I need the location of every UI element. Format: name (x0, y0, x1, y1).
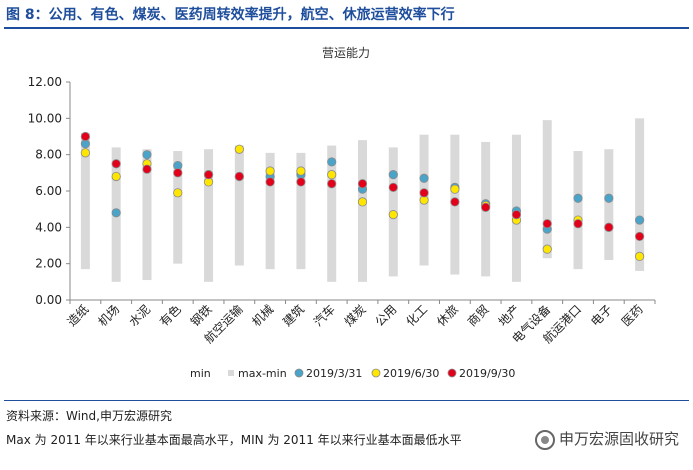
x-tick-label: 地产 (496, 302, 523, 329)
y-tick-label: 0.00 (35, 293, 62, 307)
point-2019-9-30 (203, 170, 214, 180)
point-2019-6-30 (327, 170, 337, 180)
legend-label: max-min (238, 367, 287, 380)
point-2019-3-31 (635, 215, 645, 225)
point-2019-3-31 (327, 157, 337, 167)
range-bar (542, 120, 552, 259)
point-2019-6-30 (542, 244, 552, 254)
point-2019-6-30 (450, 184, 460, 194)
range-bar (296, 152, 306, 270)
legend-label: 2019/6/30 (383, 367, 439, 380)
point-2019-9-30 (80, 131, 90, 142)
point-2019-6-30 (265, 166, 275, 176)
x-tick-label: 机械 (249, 302, 277, 330)
range-bar (204, 149, 214, 282)
watermark-text: 申万宏源固收研究 (558, 430, 679, 448)
x-tick-label: 机场 (95, 302, 122, 329)
point-2019-3-31 (142, 150, 152, 160)
range-bar (173, 151, 183, 264)
x-tick-label: 商贸 (464, 302, 492, 330)
point-2019-9-30 (142, 164, 152, 174)
y-tick-label: 10.00 (28, 111, 62, 125)
y-tick-label: 12.00 (28, 75, 62, 89)
legend-label: 2019/9/30 (459, 367, 515, 380)
point-2019-9-30 (357, 179, 368, 189)
wechat-logo-icon (534, 429, 555, 450)
x-tick-label: 煤炭 (342, 302, 369, 329)
y-tick-label: 2.00 (35, 257, 62, 271)
x-tick-label: 建筑 (279, 302, 307, 330)
point-2019-6-30 (234, 144, 244, 154)
range-bar (234, 145, 244, 266)
figure-title: 图 8：公用、有色、煤炭、医药周转效率提升，航空、休旅运营效率下行 (6, 7, 455, 23)
point-2019-3-31 (573, 193, 583, 203)
x-tick-label: 公用 (373, 302, 400, 329)
watermark: 申万宏源固收研究 (530, 426, 683, 452)
point-2019-3-31 (388, 170, 398, 180)
point-2019-6-30 (173, 188, 183, 198)
legend-swatch (228, 370, 234, 376)
range-bar (573, 151, 583, 270)
point-2019-9-30 (265, 177, 275, 187)
footer-divider (4, 400, 689, 401)
x-tick-label: 汽车 (310, 302, 338, 330)
point-2019-6-30 (635, 251, 645, 261)
point-2019-9-30 (234, 171, 244, 182)
range-bar (142, 149, 152, 281)
point-2019-9-30 (111, 159, 121, 169)
point-2019-6-30 (357, 197, 368, 207)
range-bar (327, 145, 337, 282)
legend-label: 2019/3/31 (306, 367, 362, 380)
point-2019-9-30 (419, 188, 429, 198)
legend: min max-min 2019/3/31 2019/6/30 2019/9/30 (190, 367, 515, 380)
x-tick-label: 化工 (403, 302, 430, 329)
point-2019-9-30 (573, 219, 583, 229)
x-tick-label: 医药 (619, 302, 646, 329)
range-bar (604, 149, 614, 261)
point-2019-9-30 (388, 182, 398, 192)
y-tick-label: 8.00 (35, 148, 62, 162)
point-2019-9-30 (296, 177, 306, 187)
legend-marker (447, 368, 457, 378)
point-2019-9-30 (542, 219, 552, 229)
y-axis: 0.00 2.00 4.00 6.00 8.00 10.00 12.00 (28, 75, 71, 307)
point-2019-6-30 (80, 148, 90, 158)
point-2019-3-31 (604, 193, 614, 203)
title-divider (4, 27, 689, 29)
point-2019-6-30 (111, 171, 121, 182)
y-tick-label: 6.00 (35, 184, 62, 198)
legend-label: min (190, 367, 211, 380)
point-2019-9-30 (327, 179, 337, 189)
x-tick-label: 电子 (588, 302, 615, 329)
x-tick-label: 水泥 (126, 302, 153, 329)
range-bar (358, 140, 367, 282)
x-tick-label: 休旅 (434, 302, 461, 329)
x-tick-label: 造纸 (65, 302, 92, 329)
point-2019-9-30 (604, 222, 614, 232)
point-2019-3-31 (111, 208, 121, 218)
point-2019-6-30 (388, 210, 398, 220)
point-2019-9-30 (635, 231, 645, 242)
range-bar (265, 152, 275, 270)
source-note: 资料来源：Wind,申万宏源研究 (6, 409, 172, 423)
point-2019-9-30 (450, 197, 460, 207)
markers-layer (80, 131, 645, 261)
range-bar (635, 118, 645, 271)
point-2019-3-31 (419, 173, 429, 183)
y-tick-label: 4.00 (35, 220, 62, 234)
range-bar (80, 132, 90, 270)
point-2019-9-30 (173, 168, 183, 178)
legend-marker (371, 368, 381, 378)
point-2019-9-30 (511, 210, 522, 220)
point-2019-9-30 (481, 202, 491, 212)
definition-note: Max 为 2011 年以来行业基本面最高水平，MIN 为 2011 年以来行业… (6, 433, 462, 447)
x-tick-label: 有色 (157, 302, 184, 329)
x-tick-label: 钢铁 (188, 302, 215, 329)
chart-title: 营运能力 (322, 46, 370, 60)
point-2019-6-30 (296, 166, 306, 176)
operating-capacity-chart: 营运能力 0.00 2.00 4.00 6.00 8.00 10.00 12.00 造纸 机场… (28, 46, 656, 380)
legend-marker (294, 368, 304, 378)
